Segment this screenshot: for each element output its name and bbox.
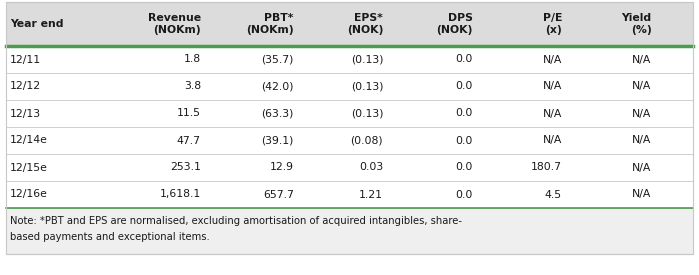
- Text: (0.13): (0.13): [351, 54, 383, 65]
- Text: Note: *PBT and EPS are normalised, excluding amortisation of acquired intangible: Note: *PBT and EPS are normalised, exclu…: [10, 216, 462, 226]
- Bar: [6, 46, 693, 73]
- Bar: [6, 154, 693, 181]
- Text: EPS*
(NOK): EPS* (NOK): [347, 13, 383, 35]
- Text: N/A: N/A: [542, 136, 562, 145]
- Text: (35.7): (35.7): [261, 54, 294, 65]
- Text: 12/14e: 12/14e: [10, 136, 48, 145]
- Text: P/E
(x): P/E (x): [542, 13, 562, 35]
- Text: based payments and exceptional items.: based payments and exceptional items.: [10, 232, 210, 242]
- Text: 180.7: 180.7: [531, 163, 562, 172]
- Text: 0.0: 0.0: [455, 109, 473, 119]
- Text: Yield
(%): Yield (%): [621, 13, 651, 35]
- Text: Revenue
(NOKm): Revenue (NOKm): [147, 13, 201, 35]
- Text: 12/12: 12/12: [10, 81, 41, 92]
- Text: 3.8: 3.8: [184, 81, 201, 92]
- Text: 12/15e: 12/15e: [10, 163, 48, 172]
- Text: Year end: Year end: [10, 19, 64, 29]
- Text: N/A: N/A: [542, 81, 562, 92]
- Text: 0.0: 0.0: [455, 136, 473, 145]
- Text: 12/13: 12/13: [10, 109, 41, 119]
- Text: N/A: N/A: [632, 81, 651, 92]
- Text: 1,618.1: 1,618.1: [159, 189, 201, 199]
- Text: N/A: N/A: [542, 54, 562, 65]
- Text: 47.7: 47.7: [177, 136, 201, 145]
- Text: 0.0: 0.0: [455, 81, 473, 92]
- Text: N/A: N/A: [632, 109, 651, 119]
- Text: 12/11: 12/11: [10, 54, 41, 65]
- Text: PBT*
(NOKm): PBT* (NOKm): [246, 13, 294, 35]
- Text: N/A: N/A: [632, 54, 651, 65]
- Text: 12.9: 12.9: [270, 163, 294, 172]
- Bar: [6, 127, 693, 154]
- Text: DPS
(NOK): DPS (NOK): [436, 13, 473, 35]
- Text: 253.1: 253.1: [170, 163, 201, 172]
- Text: 0.03: 0.03: [359, 163, 383, 172]
- Text: N/A: N/A: [632, 189, 651, 199]
- Text: 657.7: 657.7: [263, 189, 294, 199]
- Text: (39.1): (39.1): [261, 136, 294, 145]
- Text: 12/16e: 12/16e: [10, 189, 48, 199]
- Text: 0.0: 0.0: [455, 163, 473, 172]
- Text: N/A: N/A: [542, 109, 562, 119]
- Bar: [6, 100, 693, 127]
- Bar: [6, 73, 693, 100]
- Bar: [6, 2, 693, 46]
- Text: (0.13): (0.13): [351, 109, 383, 119]
- Text: 4.5: 4.5: [545, 189, 562, 199]
- Text: 0.0: 0.0: [455, 189, 473, 199]
- Bar: [6, 181, 693, 208]
- Text: N/A: N/A: [632, 136, 651, 145]
- Text: 11.5: 11.5: [177, 109, 201, 119]
- Text: N/A: N/A: [632, 163, 651, 172]
- Text: (63.3): (63.3): [261, 109, 294, 119]
- Text: (0.13): (0.13): [351, 81, 383, 92]
- Text: (0.08): (0.08): [350, 136, 383, 145]
- Bar: [6, 208, 693, 254]
- Text: 1.21: 1.21: [359, 189, 383, 199]
- Text: (42.0): (42.0): [261, 81, 294, 92]
- Text: 0.0: 0.0: [455, 54, 473, 65]
- Text: 1.8: 1.8: [184, 54, 201, 65]
